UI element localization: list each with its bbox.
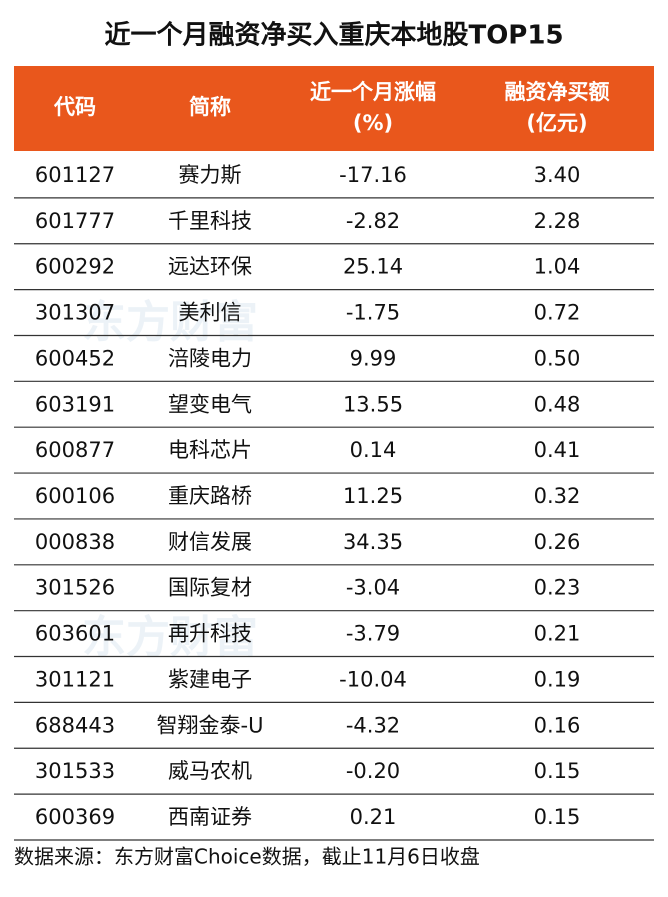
table-cell: 0.23	[534, 576, 581, 600]
table-cell: 600106	[35, 484, 115, 508]
table-cell: -1.75	[346, 301, 400, 325]
header-cell: (亿元)	[526, 111, 587, 135]
table-cell: 600452	[35, 346, 115, 370]
table-cell: 13.55	[343, 392, 403, 416]
table-cell: 0.15	[534, 759, 581, 783]
table-cell: 0.16	[534, 713, 581, 737]
table-cell: 688443	[35, 713, 115, 737]
table-cell: 603601	[35, 622, 115, 646]
table-cell: -4.32	[346, 713, 400, 737]
header-cell: (%)	[353, 111, 393, 135]
table-cell: 0.21	[350, 805, 397, 829]
table-cell: 0.48	[534, 392, 581, 416]
table-cell: 重庆路桥	[168, 484, 252, 508]
table-cell: 西南证券	[168, 805, 252, 829]
table-cell: 财信发展	[168, 530, 252, 554]
table-cell: -17.16	[339, 163, 407, 187]
table-cell: 301526	[35, 576, 115, 600]
table-cell: 601777	[35, 209, 115, 233]
table-cell: 美利信	[179, 301, 242, 325]
header-cell: 近一个月涨幅	[310, 80, 436, 104]
watermark: 东方财富	[82, 297, 258, 348]
header-background	[14, 66, 654, 151]
table-cell: 望变电气	[168, 392, 252, 416]
table-cell: 0.72	[534, 301, 581, 325]
table-cell: 0.21	[534, 622, 581, 646]
watermark: 东方财富	[82, 612, 258, 663]
table-cell: 0.50	[534, 346, 581, 370]
header-cell: 代码	[53, 95, 96, 119]
table-cell: 301307	[35, 301, 115, 325]
table-cell: 600877	[35, 438, 115, 462]
table-cell: 0.41	[534, 438, 581, 462]
table-cell: 3.40	[534, 163, 581, 187]
table-cell: 600369	[35, 805, 115, 829]
table-cell: 600292	[35, 255, 115, 279]
table-cell: 电科芯片	[168, 438, 252, 462]
table-cell: 0.26	[534, 530, 581, 554]
table-cell: 25.14	[343, 255, 403, 279]
table-cell: 威马农机	[168, 759, 252, 783]
table-cell: 再升科技	[168, 622, 252, 646]
table-cell: 301533	[35, 759, 115, 783]
table-cell: 603191	[35, 392, 115, 416]
source-note: 数据来源：东方财富Choice数据，截止11月6日收盘	[14, 845, 480, 869]
table-cell: -0.20	[346, 759, 400, 783]
table-cell: 2.28	[534, 209, 581, 233]
table-cell: 远达环保	[168, 255, 252, 279]
table-cell: 国际复材	[168, 576, 252, 600]
table-cell: 301121	[35, 667, 115, 691]
table-cell: 0.15	[534, 805, 581, 829]
table-cell: -3.04	[346, 576, 400, 600]
header-cell: 融资净买额	[505, 80, 610, 104]
table-cell: 智翔金泰-U	[157, 713, 264, 737]
table-cell: -2.82	[346, 209, 400, 233]
table-cell: 34.35	[343, 530, 403, 554]
table-cell: -10.04	[339, 667, 407, 691]
table-cell: 0.19	[534, 667, 581, 691]
table-cell: 0.14	[350, 438, 397, 462]
table-cell: 涪陵电力	[168, 346, 252, 370]
table-cell: 千里科技	[168, 209, 252, 233]
table-cell: 601127	[35, 163, 115, 187]
table-cell: 赛力斯	[179, 163, 242, 187]
table-cell: 0.32	[534, 484, 581, 508]
table-cell: -3.79	[346, 622, 400, 646]
table-cell: 000838	[35, 530, 115, 554]
table-cell: 紫建电子	[168, 667, 252, 691]
table-cell: 9.99	[350, 346, 397, 370]
header-cell: 简称	[189, 95, 231, 119]
table-cell: 1.04	[534, 255, 581, 279]
table-cell: 11.25	[343, 484, 403, 508]
title: 近一个月融资净买入重庆本地股TOP15	[104, 20, 563, 51]
